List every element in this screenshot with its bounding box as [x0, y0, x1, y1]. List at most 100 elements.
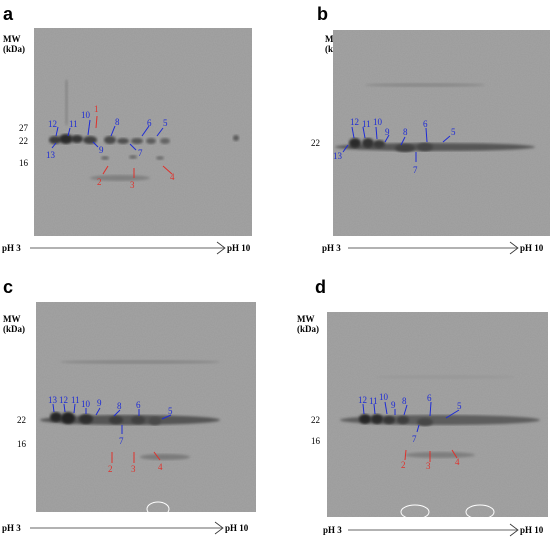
panel-d: d MW (kDa) 22 16 12 11 10 9 8 6 5 7: [275, 272, 550, 545]
spot-label-blue: 12: [350, 117, 359, 127]
gel-artifact-d: [400, 504, 430, 520]
spot-label-blue: 13: [48, 395, 58, 405]
spot-blob-b: [395, 144, 415, 152]
spot-blob-b: [349, 138, 361, 148]
mw-marker-22: 22: [19, 136, 28, 146]
spot-label-blue: 9: [97, 398, 102, 408]
blue-arrows-b: [342, 126, 451, 162]
spot-label-red: 2: [401, 460, 406, 470]
spot-label-red: 2: [97, 177, 102, 187]
spot-blob-b: [373, 140, 385, 148]
spot-label-blue: 11: [369, 396, 378, 406]
spot-label-red: 3: [426, 461, 431, 471]
spot-label-blue: 6: [147, 118, 152, 128]
spot-blob-d: [371, 414, 383, 424]
ph-arrowhead: [509, 241, 519, 255]
spot-label-blue: 6: [136, 400, 141, 410]
spot-label-blue: 7: [412, 434, 417, 444]
spot-blob-a: [71, 135, 83, 143]
spot-blob-a: [59, 134, 73, 144]
spot-label-blue: 11: [69, 119, 78, 129]
mw-marker-16: 16: [311, 436, 321, 446]
ph-end-label: pH 10: [520, 243, 544, 253]
gel-texture-d: [327, 312, 548, 517]
mw-label: MW: [297, 314, 315, 324]
ph-end-label: pH 10: [225, 523, 249, 533]
panel-d-letter: d: [315, 277, 326, 297]
gel-artifact-d: [465, 504, 495, 520]
mw-marker-22: 22: [311, 415, 320, 425]
spot-label-blue: 13: [46, 150, 56, 160]
spot-label-red: 1: [94, 104, 99, 114]
spot-label-red: 4: [455, 457, 460, 467]
panel-a-letter: a: [3, 4, 14, 24]
spot-blob-d: [397, 416, 409, 424]
spot-blob-a: [233, 135, 239, 141]
spot-label-blue: 9: [391, 400, 396, 410]
spot-blob-b: [417, 143, 433, 151]
spot-label-blue: 7: [138, 148, 143, 158]
spot-blob-d: [383, 416, 395, 424]
panel-b: b MW (kDa) 22 12 11 10 9 8 6 5 7 13 pH 3…: [275, 0, 550, 272]
spot-blob-a: [104, 136, 116, 144]
ph-start-label: pH 3: [2, 243, 21, 253]
spot-blob-a: [117, 138, 129, 144]
gel-artifact-c: [146, 501, 170, 517]
spot-label-red: 4: [170, 172, 175, 182]
spot-label-red: 3: [131, 464, 136, 474]
ph-arrowhead: [509, 523, 519, 537]
spot-blob-a: [146, 138, 156, 144]
panel-d-figure: d MW (kDa) 22 16 12 11 10 9 8 6 5 7: [297, 277, 548, 537]
spot-blob-c: [61, 412, 75, 424]
spot-blob-c: [131, 416, 145, 424]
mw-label: MW: [3, 314, 21, 324]
gel-texture-c: [36, 302, 256, 512]
main-band-b: [335, 143, 535, 151]
spot-label-blue: 5: [168, 406, 173, 416]
mw-label: MW: [3, 34, 21, 44]
ph-end-label: pH 10: [227, 243, 251, 253]
spot-label-blue: 8: [115, 117, 120, 127]
blue-arrows-c: [52, 403, 172, 434]
spot-label-blue: 10: [379, 392, 389, 402]
blue-arrows-d: [362, 401, 460, 433]
red-arrows-c: [111, 451, 161, 463]
red-arrows-a: [95, 115, 173, 178]
mw-marker-22: 22: [17, 415, 26, 425]
blue-arrows-a: [51, 119, 164, 151]
ph-arrowhead: [216, 241, 226, 255]
lower-band-a: [90, 175, 150, 181]
lower-band-d: [405, 452, 475, 458]
spot-blob-c: [149, 417, 161, 425]
spot-blob-d: [359, 414, 371, 424]
spot-blob-a: [131, 138, 143, 144]
spot-label-blue: 12: [48, 119, 57, 129]
spot-blob-c: [109, 416, 123, 424]
faint-band-d: [375, 375, 515, 379]
spot-label-blue: 6: [423, 119, 428, 129]
ph-arrowhead: [214, 521, 224, 535]
spot-blob-a: [129, 155, 137, 159]
lower-band-c: [140, 454, 190, 460]
mw-unit-label: (kDa): [297, 324, 319, 334]
spot-label-blue: 8: [402, 396, 407, 406]
panel-a-figure: a MW (kDa) 27 22 16 12 11 10 8 6 5: [2, 4, 252, 255]
spot-label-blue: 10: [81, 399, 91, 409]
mw-unit-label: (kDa): [3, 44, 25, 54]
spot-blob-a: [156, 156, 164, 160]
spot-label-blue: 12: [59, 395, 68, 405]
spot-label-blue: 10: [373, 117, 383, 127]
spot-label-blue: 7: [413, 165, 418, 175]
spot-label-blue: 9: [385, 127, 390, 137]
spot-blob-c: [50, 412, 62, 422]
spot-label-blue: 8: [117, 401, 122, 411]
mw-marker-16: 16: [19, 158, 29, 168]
spot-label-blue: 5: [457, 401, 462, 411]
ph-start-label: pH 3: [323, 525, 342, 535]
spot-label-red: 2: [108, 464, 113, 474]
spot-label-blue: 6: [427, 393, 432, 403]
gel-texture-b: [333, 30, 550, 236]
spot-label-blue: 5: [451, 127, 456, 137]
spot-label-blue: 7: [119, 436, 124, 446]
spot-label-blue: 9: [99, 145, 104, 155]
